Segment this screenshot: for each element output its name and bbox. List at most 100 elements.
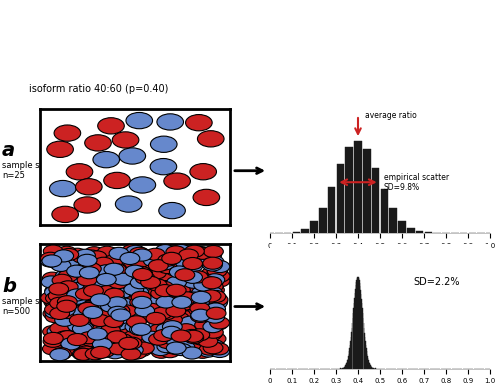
Circle shape — [104, 263, 124, 275]
Bar — [319, 208, 326, 233]
Circle shape — [126, 267, 146, 279]
Circle shape — [66, 250, 86, 262]
Circle shape — [124, 283, 144, 295]
Circle shape — [94, 257, 114, 269]
Circle shape — [68, 334, 87, 346]
Circle shape — [206, 307, 226, 319]
Circle shape — [52, 206, 78, 223]
Circle shape — [142, 289, 162, 301]
Circle shape — [206, 290, 226, 303]
Circle shape — [180, 316, 201, 328]
Circle shape — [163, 342, 182, 354]
Circle shape — [104, 313, 124, 325]
Circle shape — [78, 288, 98, 301]
Circle shape — [62, 256, 82, 268]
Circle shape — [76, 309, 95, 321]
Circle shape — [81, 287, 101, 299]
Circle shape — [156, 247, 176, 259]
Circle shape — [60, 308, 80, 320]
Circle shape — [210, 270, 230, 282]
Circle shape — [187, 296, 207, 308]
Circle shape — [66, 282, 86, 294]
Circle shape — [112, 305, 132, 317]
Circle shape — [72, 348, 92, 360]
Circle shape — [142, 265, 163, 277]
Circle shape — [124, 311, 144, 323]
Circle shape — [126, 296, 146, 308]
Circle shape — [192, 323, 212, 335]
Circle shape — [130, 247, 150, 259]
Circle shape — [194, 319, 214, 331]
Circle shape — [142, 261, 163, 273]
Circle shape — [160, 346, 180, 358]
Circle shape — [104, 256, 124, 268]
Circle shape — [154, 281, 174, 293]
Circle shape — [106, 332, 126, 344]
Circle shape — [120, 278, 141, 290]
Circle shape — [124, 331, 143, 343]
Circle shape — [52, 305, 71, 317]
Circle shape — [203, 342, 223, 354]
Circle shape — [205, 274, 225, 286]
Circle shape — [92, 273, 112, 285]
Circle shape — [106, 314, 126, 326]
Circle shape — [116, 306, 136, 318]
Circle shape — [191, 291, 211, 303]
Circle shape — [130, 248, 150, 260]
Circle shape — [66, 270, 86, 282]
Circle shape — [70, 314, 89, 326]
Circle shape — [153, 250, 172, 262]
Circle shape — [46, 337, 66, 349]
Circle shape — [174, 322, 194, 334]
Circle shape — [68, 320, 87, 332]
Circle shape — [43, 308, 63, 320]
Circle shape — [172, 331, 192, 343]
Circle shape — [124, 344, 143, 356]
Circle shape — [158, 254, 178, 266]
Circle shape — [78, 302, 98, 315]
Circle shape — [98, 324, 117, 336]
Circle shape — [57, 300, 76, 312]
Circle shape — [170, 273, 190, 285]
Circle shape — [162, 298, 182, 311]
Circle shape — [77, 285, 97, 297]
Circle shape — [127, 347, 146, 359]
Circle shape — [96, 344, 116, 356]
Circle shape — [156, 296, 176, 308]
Circle shape — [126, 113, 152, 129]
Circle shape — [178, 292, 197, 304]
Circle shape — [163, 333, 182, 345]
Circle shape — [54, 314, 74, 326]
Circle shape — [74, 329, 94, 341]
Circle shape — [176, 265, 196, 277]
Circle shape — [142, 273, 162, 285]
Circle shape — [175, 341, 195, 353]
Circle shape — [171, 330, 191, 342]
Circle shape — [154, 258, 174, 270]
Circle shape — [84, 288, 103, 300]
Circle shape — [210, 275, 230, 287]
Circle shape — [42, 255, 62, 267]
Circle shape — [166, 276, 186, 288]
Circle shape — [82, 284, 102, 296]
Circle shape — [176, 324, 196, 336]
Circle shape — [185, 330, 204, 342]
Circle shape — [96, 271, 116, 283]
Circle shape — [203, 320, 222, 333]
Circle shape — [140, 276, 160, 288]
Circle shape — [118, 258, 138, 270]
Circle shape — [54, 314, 74, 327]
Circle shape — [174, 310, 194, 322]
Circle shape — [108, 276, 128, 288]
Circle shape — [106, 284, 126, 297]
Circle shape — [70, 265, 89, 277]
Text: a: a — [2, 141, 15, 160]
Text: sample size
n=500: sample size n=500 — [2, 297, 51, 316]
Circle shape — [184, 284, 204, 296]
Circle shape — [72, 306, 92, 318]
Circle shape — [79, 301, 98, 313]
Circle shape — [56, 270, 75, 282]
Circle shape — [155, 315, 175, 327]
Circle shape — [172, 265, 192, 278]
Circle shape — [44, 333, 63, 345]
